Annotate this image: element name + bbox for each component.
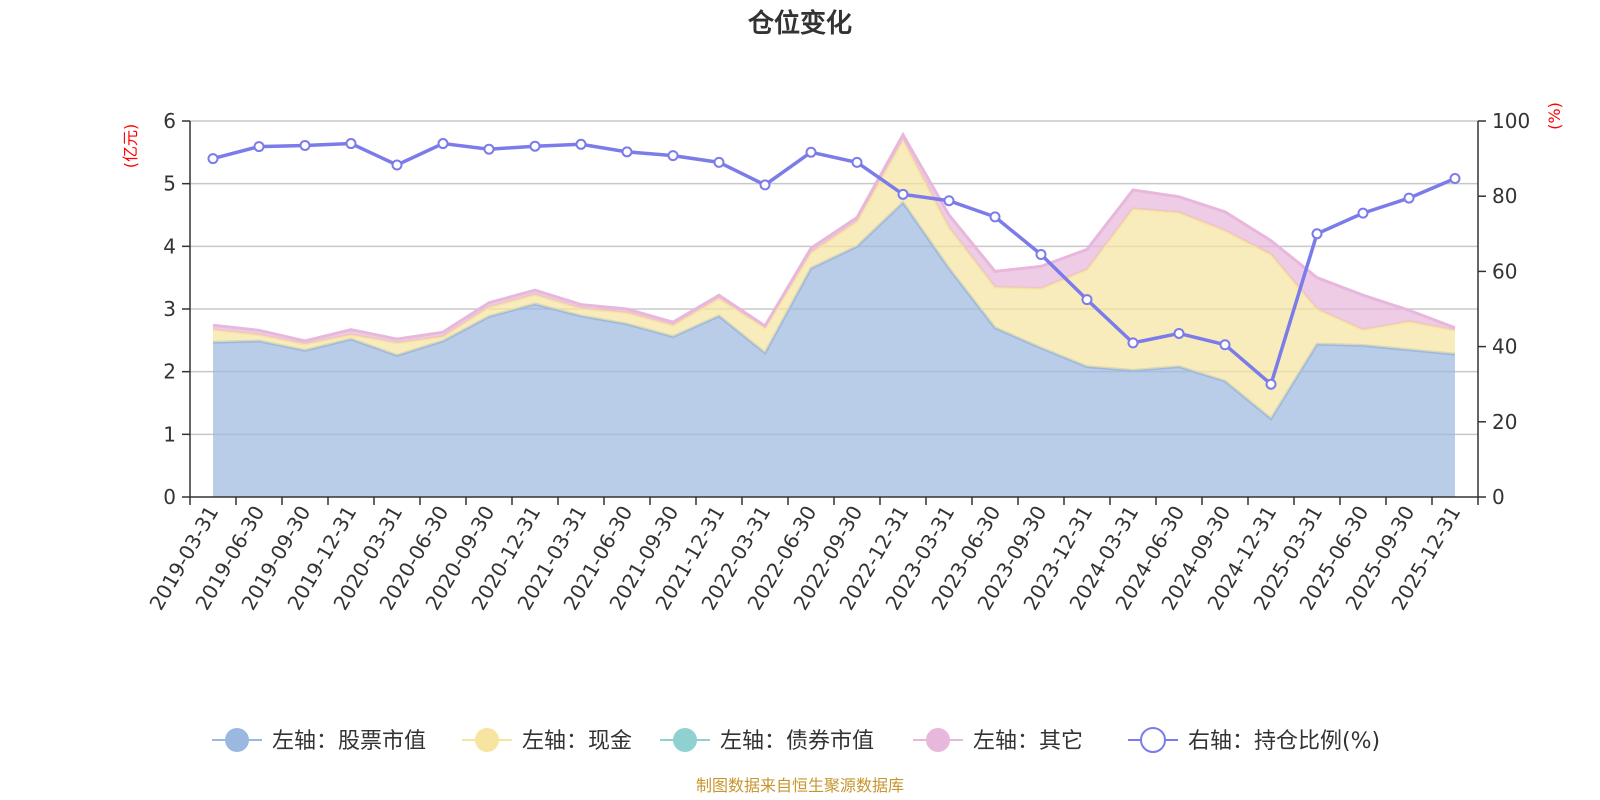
- stacked-areas: [212, 131, 1456, 497]
- legend: 左轴：股票市值 左轴：现金 左轴：债券市值 左轴：其它 右轴：持仓比例(%): [212, 727, 1380, 754]
- ratio-point: [1219, 339, 1231, 351]
- legend-item[interactable]: 左轴：其它: [913, 728, 1083, 754]
- ratio-point: [299, 139, 311, 151]
- ratio-point: [713, 156, 725, 168]
- legend-circle-marker: [926, 728, 950, 752]
- right-axis-tick-label: 100: [1492, 109, 1530, 133]
- ratio-point: [575, 138, 587, 150]
- ratio-point: [1403, 192, 1415, 204]
- ratio-point: [943, 195, 955, 207]
- ratio-point: [621, 146, 633, 158]
- legend-label: 左轴：股票市值: [272, 729, 426, 754]
- legend-label: 左轴：现金: [522, 729, 632, 754]
- data-source-note: 制图数据来自恒生聚源数据库: [696, 776, 904, 795]
- ratio-point: [1449, 173, 1461, 185]
- legend-label: 左轴：其它: [973, 729, 1083, 754]
- left-axis-tick-label: 6: [163, 109, 176, 133]
- legend-item[interactable]: 左轴：债券市值: [660, 728, 874, 754]
- left-axis-tick-label: 0: [163, 485, 176, 509]
- ratio-line-path: [212, 141, 1456, 388]
- chart-title: 仓位变化: [747, 8, 852, 39]
- legend-label: 右轴：持仓比例(%): [1188, 729, 1380, 754]
- legend-circle-marker: [475, 728, 499, 752]
- ratio-point: [851, 156, 863, 168]
- legend-item[interactable]: 右轴：持仓比例(%): [1128, 727, 1380, 754]
- ratio-point: [1311, 228, 1323, 240]
- left-axis-tick-label: 1: [163, 422, 176, 446]
- ratio-point: [1173, 327, 1185, 339]
- ratio-point: [253, 141, 265, 153]
- left-axis-unit: (亿元): [121, 124, 140, 169]
- ratio-point: [759, 179, 771, 191]
- ratio-point: [437, 138, 449, 150]
- right-axis-tick-label: 20: [1492, 410, 1517, 434]
- left-axis-tick-label: 2: [163, 360, 176, 384]
- ratio-line: [207, 138, 1461, 390]
- ratio-point: [989, 211, 1001, 223]
- area-左轴：现金: [213, 139, 1455, 419]
- ratio-point: [805, 146, 817, 158]
- ratio-point: [207, 153, 219, 165]
- ratio-point: [1357, 207, 1369, 219]
- ratio-point: [345, 138, 357, 150]
- legend-item[interactable]: 左轴：现金: [462, 728, 632, 754]
- ratio-point: [1265, 378, 1277, 390]
- legend-label: 左轴：债券市值: [720, 729, 874, 754]
- legend-circle-marker: [225, 728, 249, 752]
- ratio-point: [897, 188, 909, 200]
- right-axis-tick-label: 60: [1492, 259, 1517, 283]
- ratio-point: [483, 143, 495, 155]
- ratio-point: [1035, 248, 1047, 260]
- ratio-point: [391, 159, 403, 171]
- left-axis-tick-label: 3: [163, 297, 176, 321]
- ratio-point: [529, 140, 541, 152]
- area-edge-左轴：其它: [212, 131, 1456, 343]
- right-axis-unit: (%): [1545, 102, 1564, 130]
- ratio-point: [1127, 337, 1139, 349]
- area-左轴：股票市值: [213, 202, 1455, 497]
- ratio-point: [667, 150, 679, 162]
- legend-circle-marker: [1140, 727, 1166, 753]
- legend-item[interactable]: 左轴：股票市值: [212, 728, 426, 754]
- right-axis-tick-label: 40: [1492, 335, 1517, 359]
- right-axis-tick-label: 80: [1492, 184, 1517, 208]
- left-axis-tick-label: 5: [163, 172, 176, 196]
- left-axis-tick-label: 4: [163, 234, 176, 258]
- legend-circle-marker: [673, 728, 697, 752]
- ratio-point: [1081, 294, 1093, 306]
- right-axis-tick-label: 0: [1492, 485, 1505, 509]
